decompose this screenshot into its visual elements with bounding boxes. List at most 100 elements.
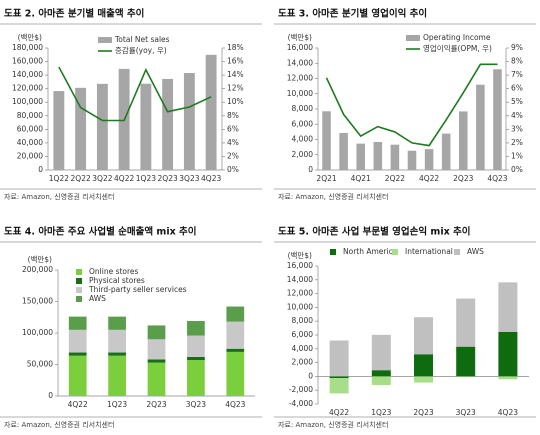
bar-segment bbox=[226, 348, 245, 352]
bar-segment bbox=[498, 282, 518, 332]
x-tick-label: 1Q23 bbox=[136, 174, 156, 183]
source: 자료: Amazon, 신영증권 리서치센터 bbox=[4, 420, 114, 429]
source: 자료: Amazon, 신영증권 리서치센터 bbox=[278, 420, 388, 429]
legend-label: AWS bbox=[89, 294, 106, 303]
bar bbox=[459, 111, 468, 170]
bar bbox=[75, 87, 87, 170]
y-tick-label: 80,000 bbox=[17, 111, 43, 120]
chart-title: 도표 5. 아마존 사업 부문별 영업손익 mix 추이 bbox=[278, 226, 471, 238]
y-tick-label: 0 bbox=[48, 391, 53, 400]
legend-label: 증감률(yoy, 우) bbox=[115, 45, 167, 55]
y-tick-label: 0 bbox=[38, 165, 43, 174]
bar bbox=[339, 133, 348, 170]
x-tick-label: 2Q22 bbox=[71, 174, 91, 183]
x-tick-label: 4Q22 bbox=[114, 174, 134, 183]
y-tick-label: 10,000 bbox=[287, 89, 313, 98]
x-tick-label: 4Q23 bbox=[201, 174, 221, 183]
bar bbox=[205, 54, 217, 170]
bar-segment bbox=[371, 376, 391, 386]
y2-tick-label: 9% bbox=[511, 43, 523, 52]
bar-segment bbox=[371, 370, 391, 377]
y-tick-label: 180,000 bbox=[12, 43, 43, 52]
x-tick-label: 1Q23 bbox=[107, 400, 127, 409]
chart-title: 도표 3. 아마존 분기별 영업이익 추이 bbox=[278, 8, 427, 20]
legend-label: 영업이익률(OPM, 우) bbox=[423, 43, 492, 53]
bar-segment bbox=[456, 346, 476, 377]
bar-segment bbox=[456, 376, 476, 378]
chart-title: 도표 2. 아마존 분기별 매출액 추이 bbox=[4, 8, 144, 20]
bar-segment bbox=[329, 376, 349, 379]
y-tick-label: 100,000 bbox=[22, 328, 53, 337]
y-tick-label: 6,000 bbox=[292, 330, 314, 339]
bar bbox=[140, 83, 152, 170]
bar bbox=[96, 83, 108, 170]
y-tick-label: 12,000 bbox=[287, 74, 313, 83]
bar-segment bbox=[108, 352, 126, 356]
bar-segment bbox=[108, 329, 126, 353]
y2-tick-label: 8% bbox=[511, 57, 523, 66]
bar bbox=[183, 73, 195, 170]
y-axis-unit: (백만$) bbox=[18, 32, 42, 42]
y2-tick-label: 3% bbox=[511, 124, 523, 133]
y-tick-label: 8,000 bbox=[292, 104, 314, 113]
y-axis-unit: (백만$) bbox=[28, 254, 52, 264]
y-axis-unit: (백만$) bbox=[288, 32, 312, 42]
bar-segment bbox=[456, 298, 476, 347]
bar bbox=[441, 133, 451, 170]
bar bbox=[476, 84, 485, 170]
bar-segment bbox=[147, 362, 166, 396]
x-tick-label: 4Q22 bbox=[68, 400, 88, 409]
y-tick-label: 100,000 bbox=[12, 97, 43, 106]
y-tick-label: 160,000 bbox=[12, 57, 43, 66]
legend-label: Total Net sales bbox=[114, 35, 170, 44]
x-tick-label: 3Q23 bbox=[179, 174, 199, 183]
bar-segment bbox=[226, 306, 245, 322]
y-tick-label: 16,000 bbox=[287, 43, 313, 52]
y-tick-label: 120,000 bbox=[12, 84, 43, 93]
y-tick-label: -2,000 bbox=[289, 385, 313, 394]
bar-segment bbox=[187, 360, 205, 396]
legend-label: North America bbox=[343, 247, 397, 256]
x-tick-label: 3Q23 bbox=[456, 408, 476, 417]
y2-tick-label: 18% bbox=[227, 43, 244, 52]
legend-label: Online stores bbox=[89, 267, 139, 276]
bar bbox=[53, 91, 65, 170]
bar bbox=[493, 69, 502, 170]
x-tick-label: 4Q21 bbox=[351, 174, 371, 183]
bar-segment bbox=[226, 321, 245, 349]
bar-segment bbox=[68, 316, 87, 330]
y-tick-label: 150,000 bbox=[22, 297, 53, 306]
bar-segment bbox=[414, 376, 433, 383]
legend-swatch bbox=[76, 278, 82, 284]
y2-tick-label: 10% bbox=[227, 97, 244, 106]
bar bbox=[162, 78, 174, 170]
x-tick-label: 4Q22 bbox=[419, 174, 439, 183]
y-tick-label: 60,000 bbox=[17, 124, 43, 133]
legend-swatch bbox=[76, 296, 82, 302]
y-tick-label: 6,000 bbox=[292, 119, 314, 128]
y2-tick-label: 1% bbox=[511, 151, 523, 160]
bar-segment bbox=[108, 316, 126, 330]
y2-tick-label: 6% bbox=[227, 124, 239, 133]
x-tick-label: 2Q21 bbox=[316, 174, 336, 183]
bar-segment bbox=[147, 339, 166, 360]
legend-swatch bbox=[76, 287, 82, 293]
y2-tick-label: 4% bbox=[227, 138, 239, 147]
x-tick-label: 2Q23 bbox=[453, 174, 473, 183]
bar-segment bbox=[371, 334, 391, 371]
bar-segment bbox=[498, 331, 518, 377]
x-tick-label: 2Q23 bbox=[413, 408, 433, 417]
x-tick-label: 2Q23 bbox=[146, 400, 166, 409]
y-tick-label: 0 bbox=[308, 165, 313, 174]
y-tick-label: 40,000 bbox=[17, 138, 43, 147]
y2-tick-label: 0% bbox=[511, 165, 523, 174]
y-tick-label: 2,000 bbox=[292, 358, 314, 367]
bar bbox=[407, 150, 417, 170]
x-tick-label: 4Q22 bbox=[329, 408, 349, 417]
y-tick-label: 4,000 bbox=[292, 135, 314, 144]
x-tick-label: 4Q23 bbox=[487, 174, 507, 183]
x-tick-label: 3Q23 bbox=[186, 400, 206, 409]
y-tick-label: 14,000 bbox=[287, 275, 313, 284]
y-tick-label: 50,000 bbox=[27, 360, 53, 369]
